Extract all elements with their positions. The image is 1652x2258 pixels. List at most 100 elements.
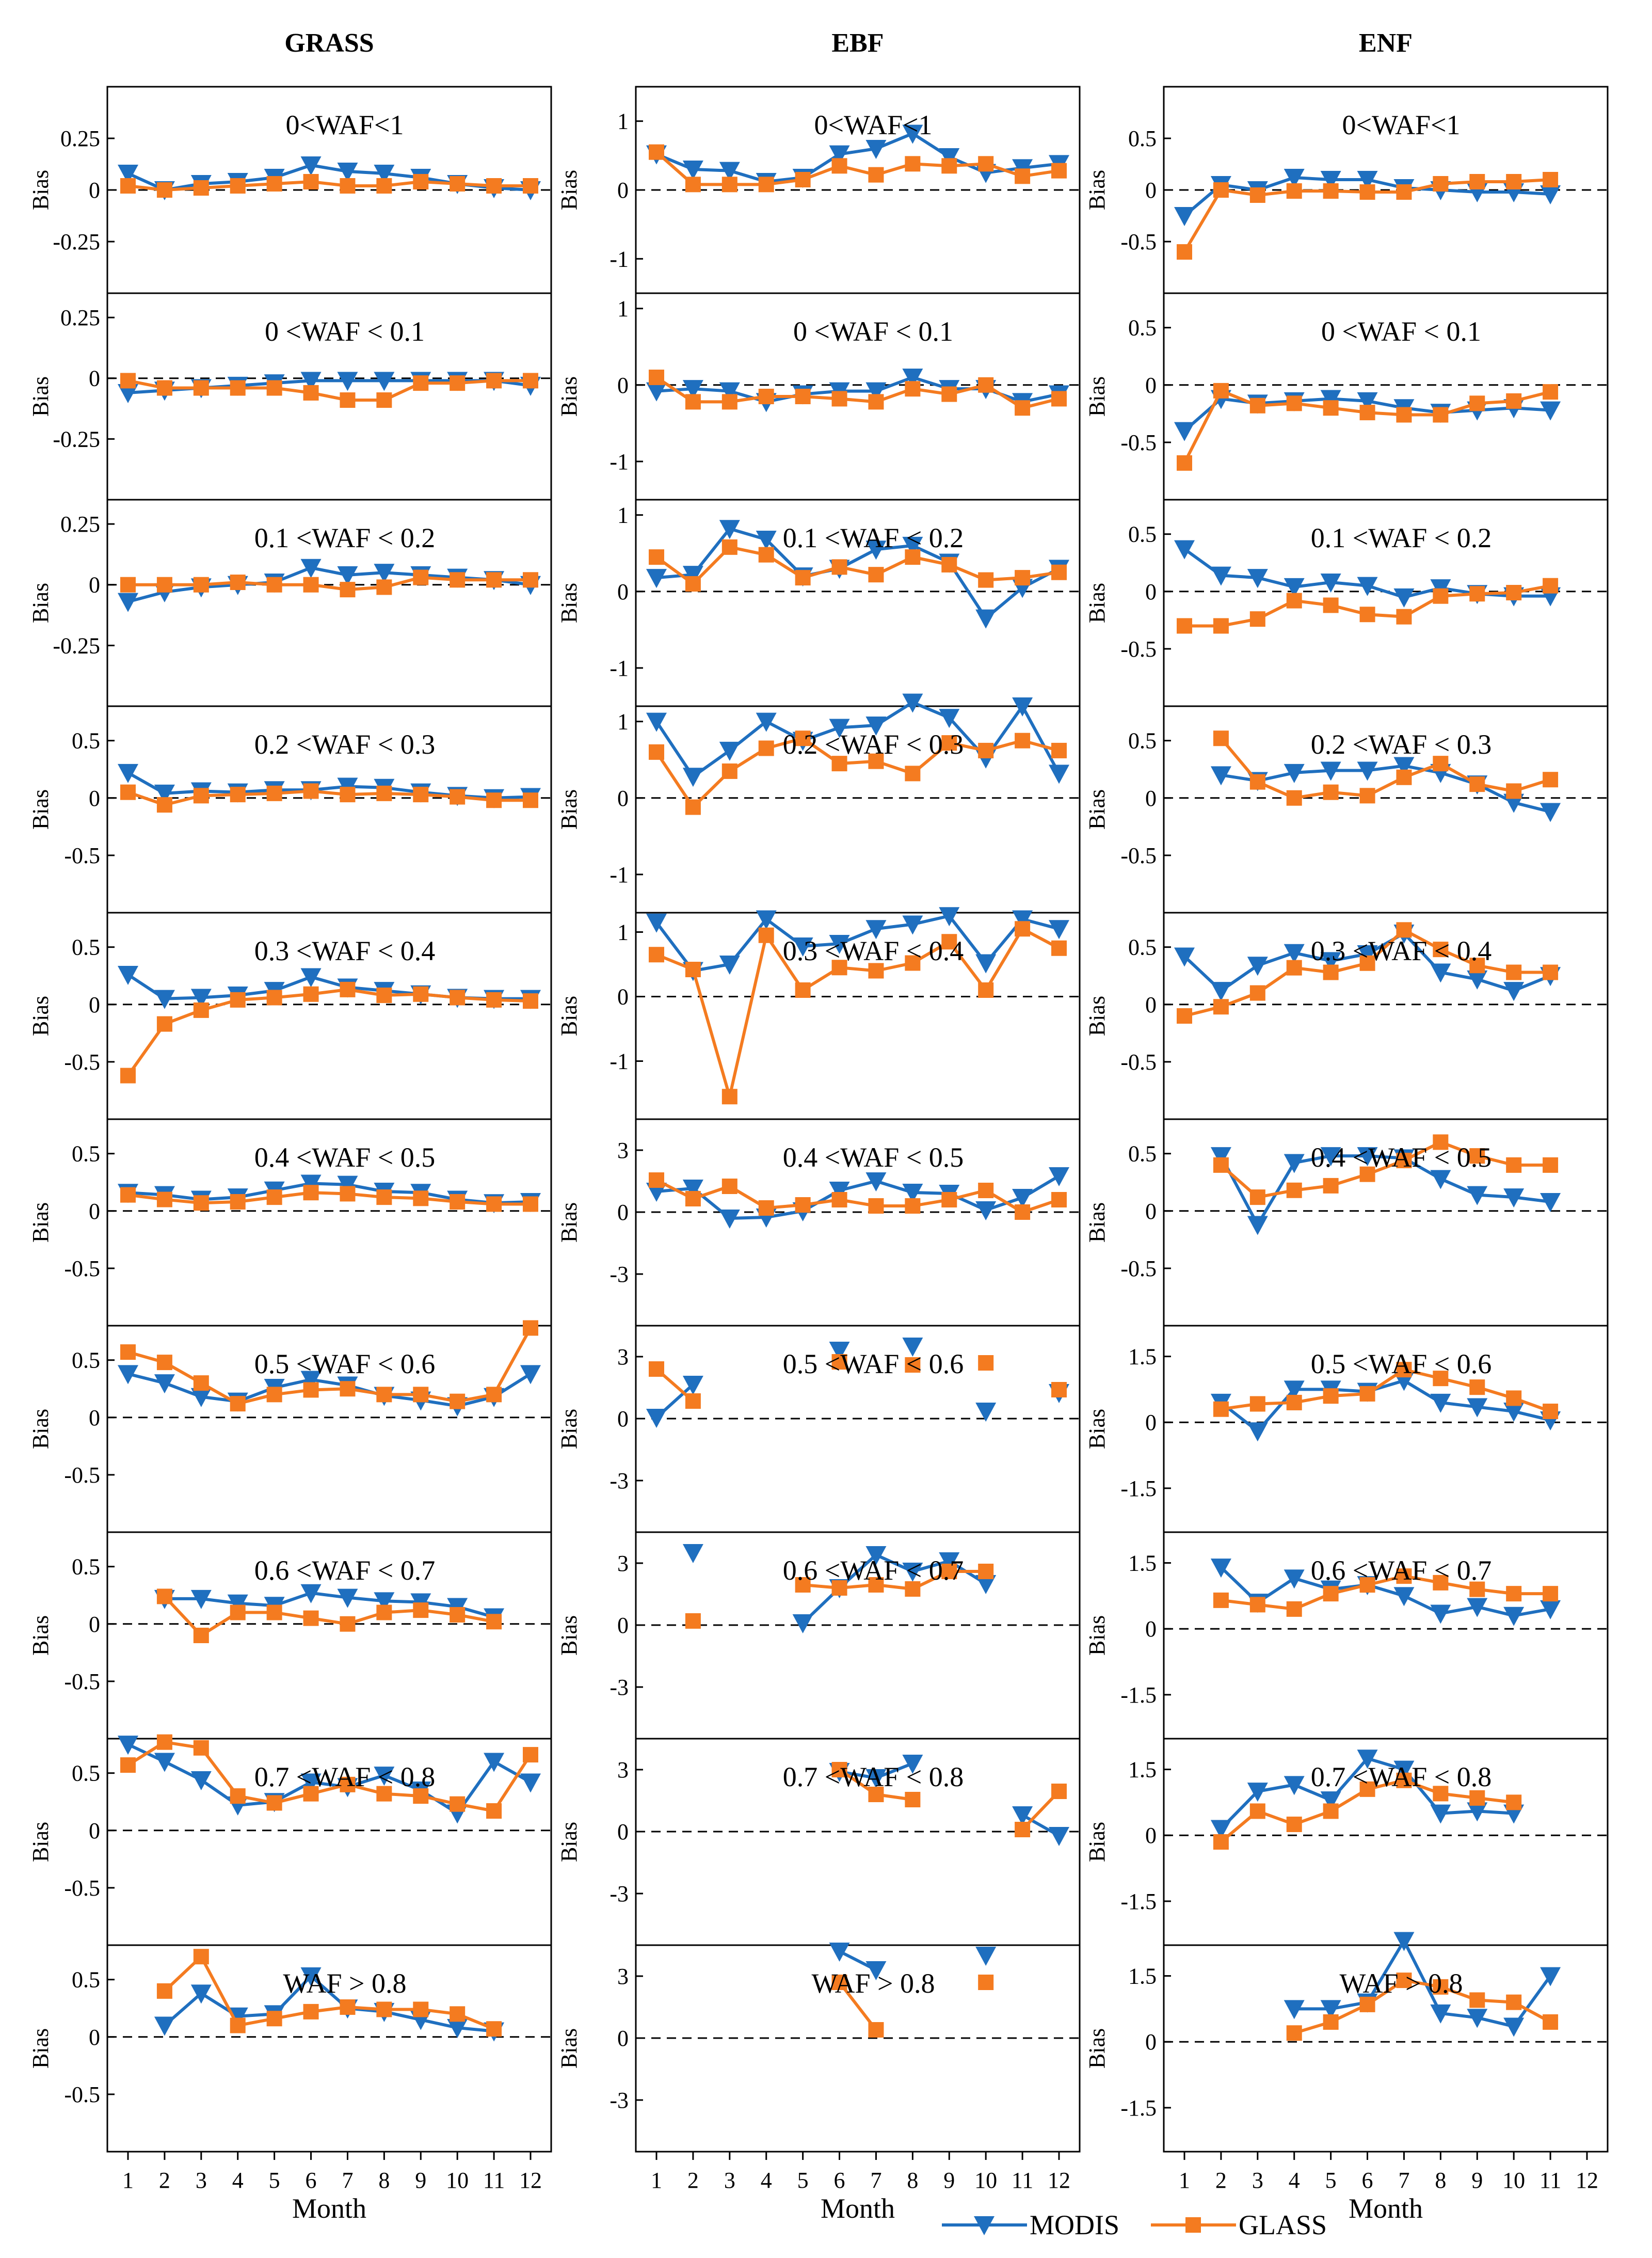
glass-point	[721, 539, 737, 555]
y-tick-label: 0.5	[1128, 935, 1157, 960]
y-tick-label: 0	[89, 366, 100, 391]
x-tick-label: 1	[1179, 2168, 1190, 2193]
glass-point	[156, 1016, 172, 1032]
x-tick-label: 5	[269, 2168, 280, 2193]
glass-point	[1543, 1586, 1559, 1602]
series-glass	[1177, 922, 1559, 1024]
panel-ebf-7: 3 0 -3 Bias 0.5 <WAF < 0.6	[556, 1325, 1081, 1533]
glass-point	[230, 575, 246, 590]
glass-point	[1249, 611, 1265, 627]
modis-point	[719, 162, 740, 181]
glass-point	[413, 375, 429, 391]
y-tick-label: 1.5	[1128, 1757, 1157, 1783]
modis-point	[1210, 566, 1231, 586]
glass-point	[303, 174, 319, 189]
glass-point	[413, 1602, 429, 1618]
modis-point	[902, 915, 923, 935]
glass-point	[1213, 182, 1229, 198]
glass-point	[1015, 921, 1031, 937]
glass-point	[1249, 1396, 1265, 1412]
glass-point	[450, 1393, 466, 1409]
glass-point	[1506, 174, 1522, 189]
y-tick-label: -0.5	[1120, 229, 1157, 255]
modis-point	[865, 382, 887, 402]
glass-point	[1359, 1996, 1375, 2012]
glass-point	[376, 2001, 392, 2017]
series-glass	[1286, 1973, 1559, 2041]
x-tick-label: 5	[1325, 2168, 1337, 2193]
glass-point	[376, 1786, 392, 1802]
glass-point	[340, 1186, 356, 1202]
glass-point	[1177, 244, 1192, 260]
series-modis	[118, 966, 541, 1009]
glass-point	[266, 1604, 282, 1620]
panel-ebf-1: 1 0 -1 Bias 0<WAF<1	[556, 86, 1081, 294]
modis-point	[1012, 910, 1033, 930]
glass-point	[1249, 985, 1265, 1001]
y-tick-label: -0.5	[1120, 1050, 1157, 1075]
modis-point	[1247, 1783, 1268, 1802]
glass-point	[1396, 1973, 1412, 1989]
y-axis-label: Bias	[556, 2028, 582, 2069]
series-glass	[649, 1172, 1067, 1220]
series-glass	[1177, 172, 1559, 260]
glass-point	[340, 178, 356, 194]
y-tick-label: 0	[617, 1613, 629, 1638]
modis-point	[1320, 761, 1341, 781]
series-segment	[838, 1981, 877, 2031]
glass-point	[193, 577, 209, 593]
glass-point	[758, 389, 774, 404]
glass-point	[721, 1179, 737, 1194]
modis-point	[902, 1184, 923, 1203]
glass-point	[1433, 942, 1449, 958]
glass-point	[1249, 1189, 1265, 1205]
series-glass	[120, 174, 538, 198]
panel-label: 0.7 <WAF < 0.8	[254, 1761, 435, 1792]
y-tick-label: 0	[1145, 1823, 1157, 1848]
series-segment	[126, 1023, 166, 1077]
y-tick-label: -1	[610, 449, 629, 474]
modis-point	[792, 937, 813, 957]
glass-point	[868, 1577, 884, 1593]
series-segment	[492, 1327, 532, 1395]
modis-point	[902, 1338, 923, 1357]
x-tick-label: 9	[1471, 2168, 1483, 2193]
y-tick-label: -1	[610, 862, 629, 887]
y-tick-label: 0.25	[60, 305, 100, 330]
glass-point	[1286, 1816, 1302, 1832]
modis-point	[1247, 1422, 1268, 1442]
modis-point	[682, 1180, 703, 1199]
y-tick-label: 0.5	[72, 1141, 100, 1167]
glass-point	[156, 1734, 172, 1750]
glass-point	[376, 579, 392, 595]
y-axis-label: Bias	[556, 583, 582, 623]
glass-point	[523, 572, 538, 588]
x-tick-label: 8	[378, 2168, 390, 2193]
modis-point	[1467, 2009, 1488, 2028]
glass-point	[795, 389, 811, 404]
glass-point	[450, 375, 466, 391]
x-tick-label: 1	[651, 2168, 662, 2193]
glass-point	[649, 1361, 664, 1377]
modis-point	[829, 719, 850, 738]
glass-point	[1249, 1597, 1265, 1613]
y-tick-label: 0.5	[72, 935, 100, 960]
glass-point	[340, 582, 356, 598]
series-segment	[347, 571, 384, 577]
y-tick-label: 0.5	[72, 1761, 100, 1786]
panel-grass-8: 0.5 0 -0.5 Bias 0.6 <WAF < 0.7	[28, 1531, 552, 1740]
y-axis-label: Bias	[556, 170, 582, 210]
modis-point	[1503, 1188, 1525, 1208]
modis-point	[1320, 952, 1341, 972]
modis-point	[118, 384, 138, 403]
glass-point	[230, 1788, 246, 1804]
glass-point	[1433, 756, 1449, 772]
x-tick-label: 4	[232, 2168, 244, 2193]
glass-point	[1469, 1379, 1485, 1395]
glass-point	[685, 1191, 701, 1206]
modis-point	[1174, 540, 1195, 560]
series-segment	[1367, 764, 1404, 772]
glass-point	[1506, 1994, 1522, 2010]
